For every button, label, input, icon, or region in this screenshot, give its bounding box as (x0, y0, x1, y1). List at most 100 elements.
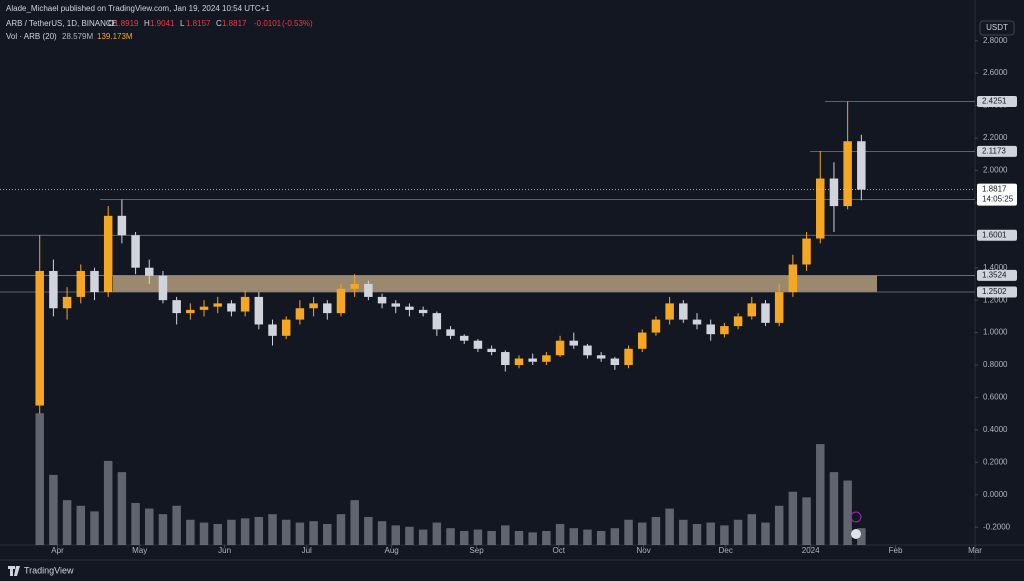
candle-body (90, 270, 99, 293)
volume-ma: 139.173M (97, 32, 133, 41)
y-tick-label: 0.6000 (983, 393, 1008, 402)
candle-body (761, 303, 770, 323)
candle-body (706, 324, 715, 335)
candle-body (569, 340, 579, 346)
x-tick-label: Oct (552, 546, 565, 555)
volume-bar (336, 514, 346, 545)
candle-body (309, 303, 318, 309)
volume-bar (555, 523, 565, 545)
volume-bar (281, 519, 291, 545)
candle-body (186, 309, 195, 314)
candle-body (418, 309, 428, 314)
ohlc-value: 1.8919 (114, 19, 139, 28)
candle-body (76, 270, 86, 297)
level-label-bg (977, 286, 1017, 298)
brand: TradingView (24, 565, 74, 575)
y-tick-label: 0.4000 (983, 425, 1008, 434)
y-tick-label: 1.4000 (983, 263, 1008, 272)
candle-body (117, 215, 127, 236)
candle-body (637, 332, 647, 349)
ohlc-value: 1.8157 (186, 19, 211, 28)
x-tick-label: May (132, 546, 147, 555)
volume-bar (459, 530, 469, 545)
level-label-bg (977, 229, 1017, 241)
candle-body (377, 296, 387, 304)
price-label: 1.8817 (982, 185, 1007, 194)
volume-label: Vol · ARB (20) (6, 32, 57, 41)
volume-bar (254, 516, 264, 545)
x-tick-label: Dec (719, 546, 733, 555)
candle-body (254, 296, 264, 325)
candle-body (747, 303, 757, 317)
candle-body (501, 352, 510, 366)
y-tick-label: 0.8000 (983, 360, 1008, 369)
y-tick-label: 2.6000 (983, 68, 1008, 77)
volume-bar (528, 532, 537, 545)
y-tick-label: 2.2000 (983, 133, 1008, 142)
volume-bar (131, 502, 140, 545)
candle-body (542, 355, 551, 362)
volume-bar (49, 474, 58, 545)
x-tick-label: Jun (218, 546, 231, 555)
axes: 2.80002.60002.40002.20002.00001.80001.60… (51, 36, 1017, 555)
candle-body (446, 329, 455, 336)
candle-body (62, 296, 72, 309)
candle-body (583, 345, 592, 356)
volume-bar (213, 523, 222, 545)
volume-bar (418, 529, 428, 545)
volume-bar (857, 528, 866, 545)
candle-body (774, 292, 784, 323)
price-pane (0, 101, 975, 414)
y-tick-label: 2.0000 (983, 166, 1008, 175)
candle-body (487, 348, 496, 353)
candle-body (145, 267, 154, 276)
change-pct: (-0.53%) (282, 19, 313, 28)
candle-body (610, 358, 620, 366)
symbol: ARB / TetherUS, 1D, BINANCE (6, 19, 117, 28)
currency[interactable]: USDT (986, 23, 1008, 32)
ohlc-value: 1.9041 (150, 19, 175, 28)
change: -0.0101 (254, 19, 282, 28)
volume-bar (350, 500, 359, 545)
candle-body (802, 238, 811, 265)
icon[interactable] (850, 511, 862, 523)
candle-body (295, 308, 305, 320)
x-tick-label: Aug (385, 546, 399, 555)
x-tick-label: Feb (889, 546, 903, 555)
volume-bar (446, 528, 455, 545)
volume-bar (473, 529, 483, 545)
volume-bar (583, 529, 592, 545)
volume-bar (651, 516, 661, 545)
volume-bar (624, 519, 633, 545)
volume-bar (802, 497, 811, 545)
volume-bar (405, 526, 414, 545)
volume-bar (487, 530, 496, 545)
volume-bar (774, 505, 784, 545)
volume-bar (843, 480, 852, 545)
volume-bar (679, 519, 688, 545)
candle-body (459, 335, 469, 341)
candle-body (199, 306, 209, 310)
candle-body (364, 283, 373, 297)
candle-body (843, 141, 852, 207)
price-label-bg (977, 183, 1017, 206)
level-label-bg (977, 95, 1017, 107)
volume-bar (829, 472, 839, 545)
icon[interactable] (851, 529, 861, 539)
x-tick-label: Sep (469, 546, 484, 555)
level-label-bg (977, 145, 1017, 157)
level-label: 1.2502 (982, 287, 1007, 296)
volume-bar (364, 516, 373, 545)
currency-button[interactable] (979, 20, 1015, 36)
candle-body (528, 358, 537, 362)
volume-bar (706, 522, 715, 545)
volume-bar (733, 519, 743, 545)
candle-body (857, 141, 866, 190)
candle-body (391, 303, 400, 307)
volume-bar (172, 505, 181, 545)
volume-bar (569, 528, 579, 545)
candle-body (555, 340, 565, 356)
timer: 14:05:25 (982, 195, 1014, 204)
ohlc-key: L (180, 19, 185, 28)
